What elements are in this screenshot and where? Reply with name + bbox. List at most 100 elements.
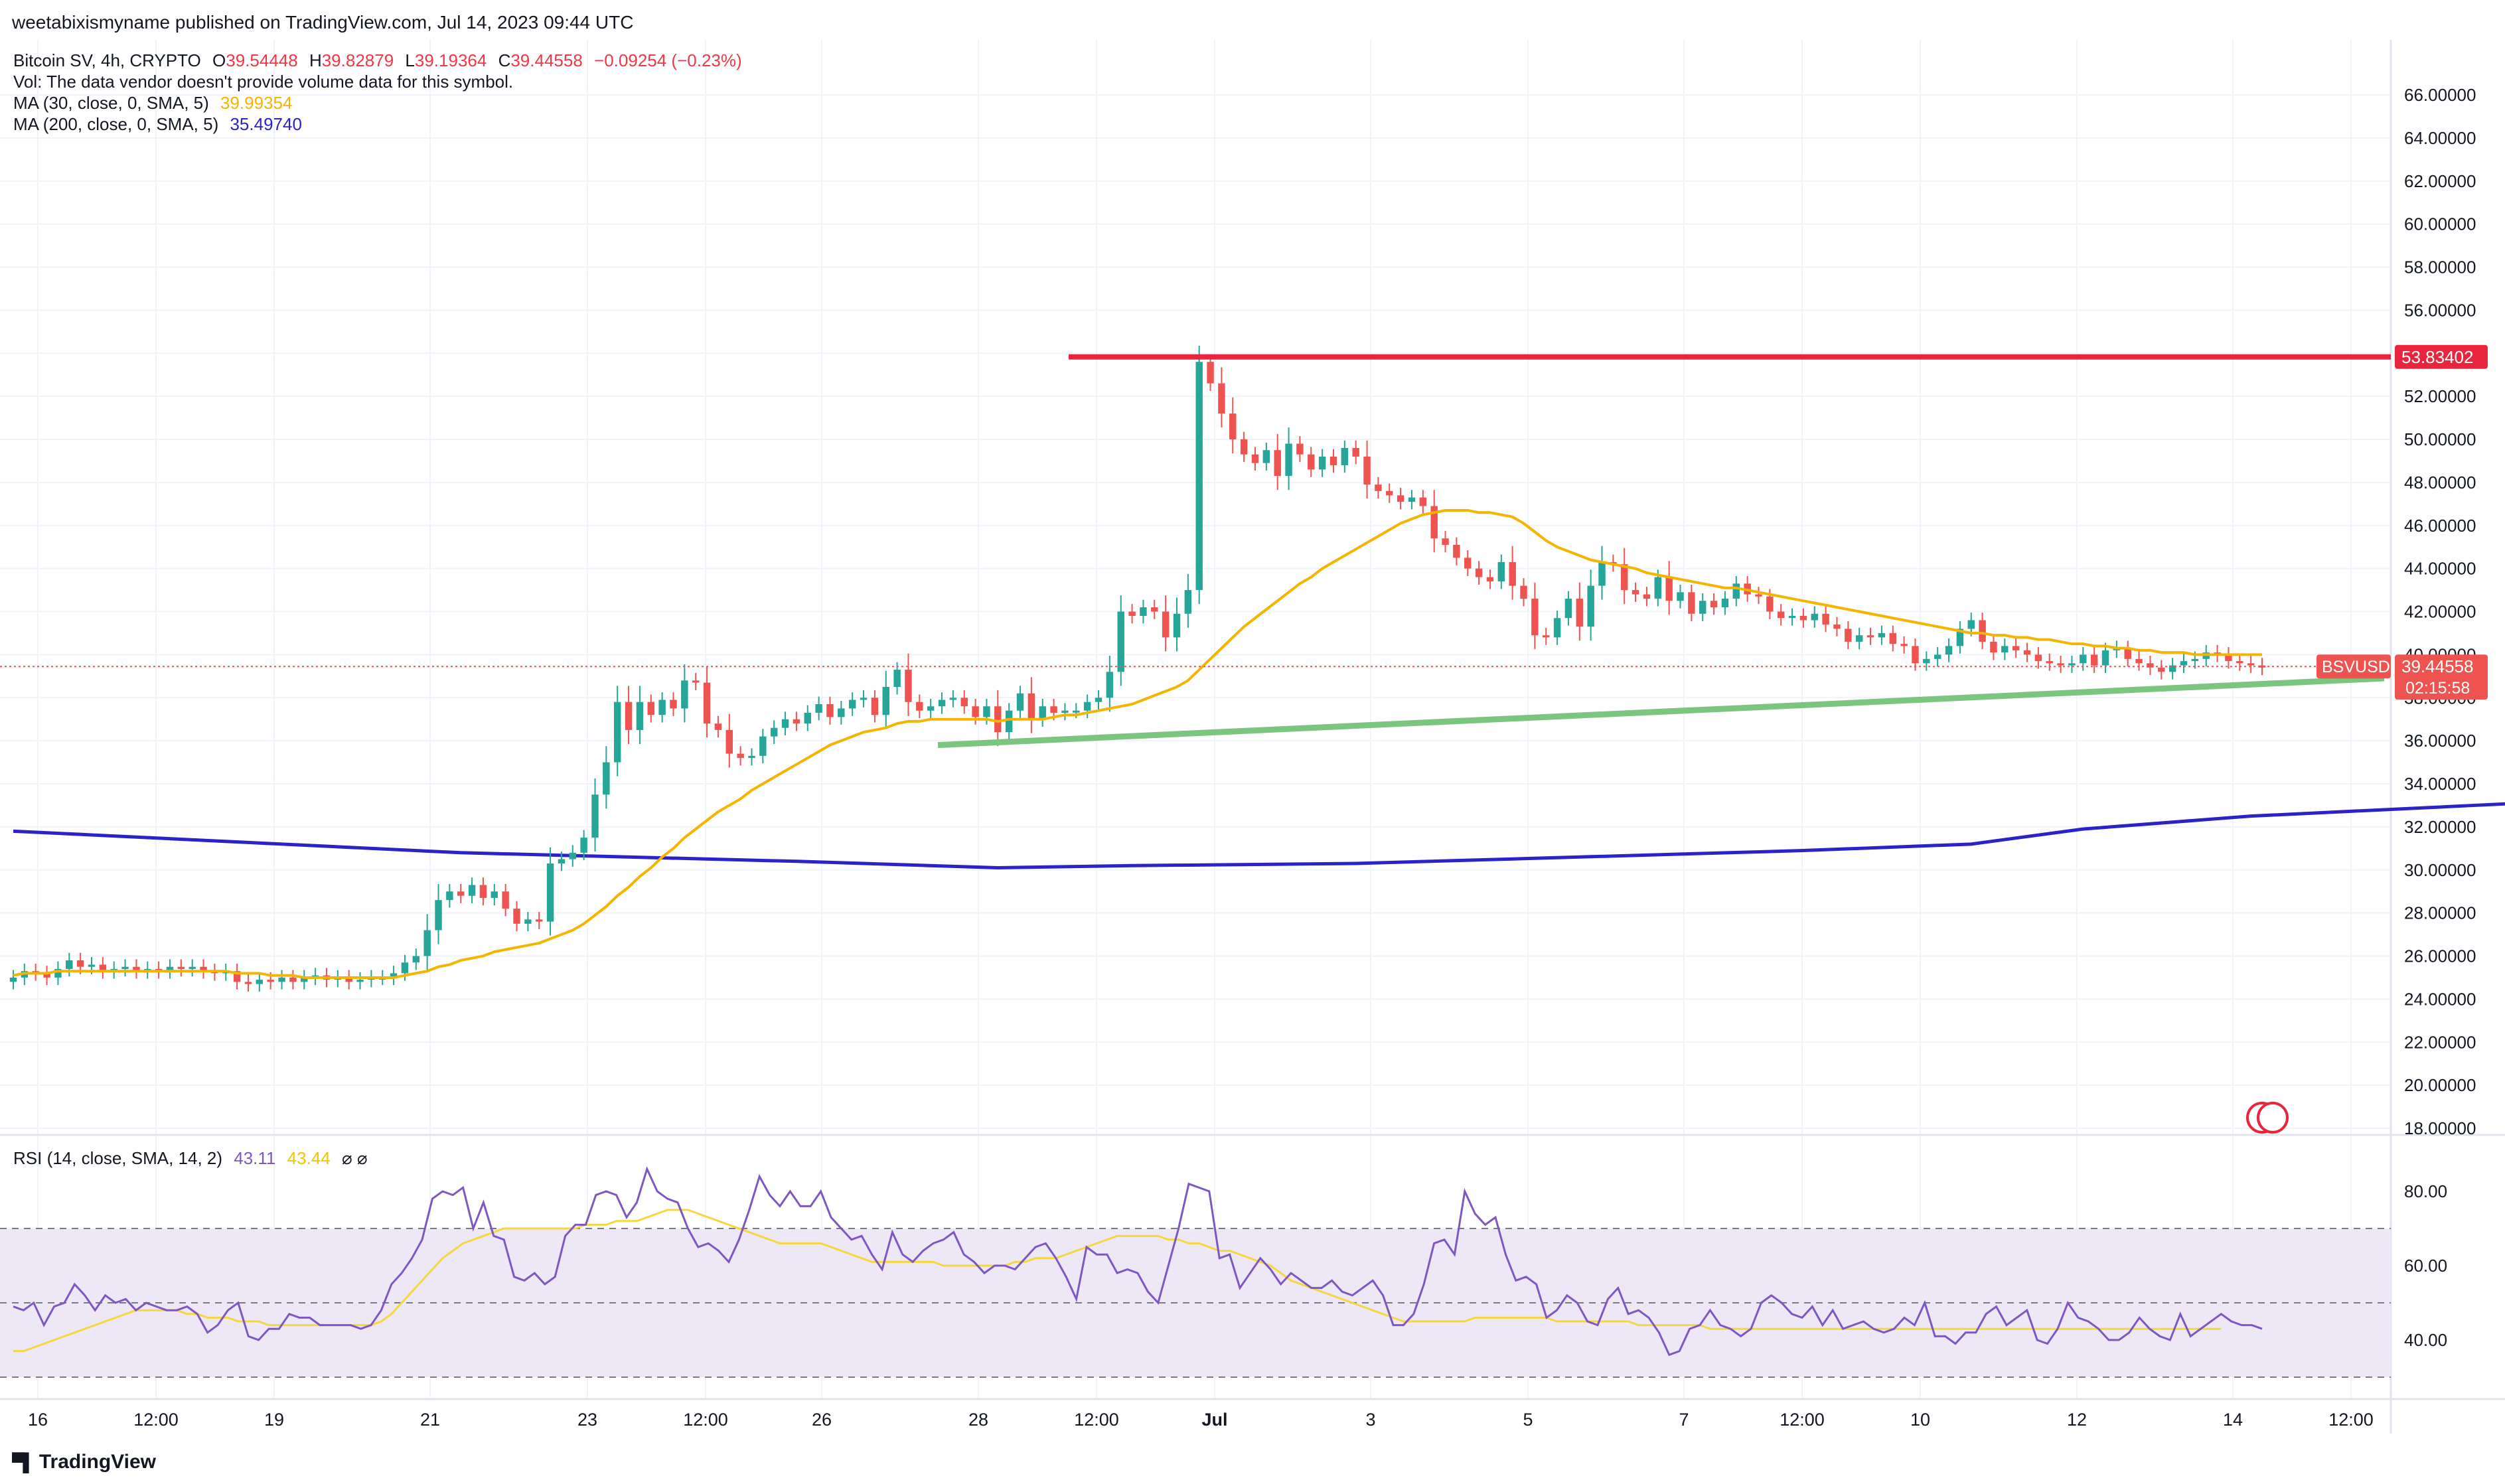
rsi-ma-value: 43.44 [287,1148,331,1168]
candle-body [1061,710,1069,713]
candle-body [1073,710,1080,713]
candle-body [1543,635,1550,638]
candle-body [558,859,566,864]
candle-body [1397,495,1404,502]
candle-body [1229,413,1237,439]
candle-body [916,702,923,711]
candle-body [1329,456,1337,465]
legend-ma30[interactable]: MA (30, close, 0, SMA, 5) 39.99354 [13,93,299,113]
candle-body [1262,450,1270,463]
symbol-tag [2316,654,2391,679]
price-tick-label: 44.00000 [2404,559,2476,579]
candle-body [2080,654,2087,664]
price-tick-label: 58.00000 [2404,258,2476,277]
candle-body [43,973,50,978]
candle-body [1005,710,1013,733]
candle-body [2191,658,2199,662]
candle-body [625,702,633,730]
candle-body [66,960,73,969]
price-tick-label: 56.00000 [2404,300,2476,320]
candle-body [1173,613,1181,638]
ma200-label: MA (200, close, 0, SMA, 5) [13,114,219,134]
candle-body [468,885,476,896]
candle-body [681,680,688,709]
candle-body [435,900,442,930]
candle-body [759,736,767,756]
candle-body [401,962,409,974]
legend-ma200[interactable]: MA (200, close, 0, SMA, 5) 35.49740 [13,114,309,135]
candle-body [1274,450,1281,477]
tradingview-logo[interactable]: ▀▌ TradingView [12,1451,156,1473]
candle-body [1363,456,1371,485]
rsi-legend[interactable]: RSI (14, close, SMA, 14, 2) 43.11 43.44 … [13,1148,374,1169]
candle-body [1497,561,1505,582]
candle-body [189,966,196,969]
candle-body [177,966,185,969]
candle-body [1039,706,1046,719]
trend-lines[interactable] [0,354,2391,749]
candle-body [2247,663,2255,666]
time-tick-label: 21 [420,1410,440,1430]
rsi-tick-label: 80.00 [2404,1181,2447,1201]
candle-body [1140,607,1147,616]
candle-body [1184,590,1192,614]
candle-body [2023,650,2031,655]
price-tick-label: 64.00000 [2404,128,2476,148]
candle-body [1923,658,1930,664]
rsi-hidden-icons[interactable]: ⌀ ⌀ [341,1148,368,1168]
time-tick-label: 10 [1910,1410,1930,1430]
candle-body [1027,693,1035,719]
time-tick-label: 12:00 [1780,1410,1825,1430]
candle-body [1855,635,1863,642]
candle-body [603,762,610,795]
candle-body [1620,564,1628,591]
candle-body [2135,658,2143,664]
volume-note: Vol: The data vendor doesn't provide vol… [13,72,514,92]
symbol-tag-text: BSVUSD [2322,658,2390,676]
rsi-label: RSI (14, close, SMA, 14, 2) [13,1148,223,1168]
candle-body [2124,648,2131,659]
time-tick-label: 23 [577,1410,597,1430]
candle-body [1430,506,1438,539]
candle-body [1520,585,1527,599]
candle-body [133,966,140,972]
tradingview-wordmark: TradingView [38,1451,157,1473]
candle-body [2057,663,2064,666]
candle-body [1308,454,1315,470]
candle-body [1352,447,1359,457]
ma200-path [13,802,2505,870]
candle-body [1912,646,1919,664]
time-tick-label: 16 [28,1410,48,1430]
candle-body [1486,577,1494,582]
candle-body [893,670,901,688]
candle-body [2168,665,2176,672]
candle-body [546,863,554,922]
candle-body [278,977,285,982]
candle-body [1564,599,1572,619]
rsi-lines [13,1166,2263,1357]
candle-body [770,727,778,737]
candle-body [88,964,96,967]
candle-body [1967,620,1975,629]
candle-body [1799,615,1807,621]
candle-body [1822,613,1829,625]
candle-body [905,670,912,702]
candle-body [1117,611,1124,672]
ma30-path [13,509,2262,979]
candle-body [1632,590,1639,595]
legend-ohlc: Bitcoin SV, 4h, CRYPTO O39.54448 H39.828… [13,50,749,71]
candle-body [972,706,979,717]
candle-body [1721,599,1729,608]
candle-body [2180,661,2188,666]
candle-body [748,755,755,759]
candle-body [2068,663,2076,666]
price-tick-label: 48.00000 [2404,473,2476,492]
time-tick-label: 12:00 [2328,1410,2374,1430]
candle-body [658,700,666,715]
candle-body [1866,635,1874,638]
time-tick-label: 3 [1365,1410,1375,1430]
candle-body [1207,362,1214,384]
candle-body [200,966,207,972]
candle-body [725,729,733,754]
